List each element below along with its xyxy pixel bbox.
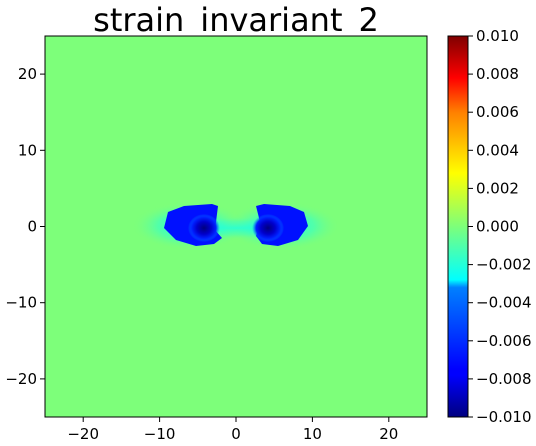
heatmap-area [45, 36, 427, 417]
colorbar-tick-label: 0.002 [476, 179, 519, 197]
colorbar-tick-label: −0.008 [476, 370, 532, 388]
colorbar-tick-label: 0.010 [476, 27, 519, 45]
lobe-right-core [252, 214, 284, 242]
chart-title: strain_invariant_2 [93, 1, 379, 39]
y-axis: 20 10 0 −10 −20 [5, 65, 45, 388]
colorbar-tick-label: 0.000 [476, 218, 519, 236]
colorbar-tick-label: −0.004 [476, 294, 532, 312]
colorbar-tick-label: 0.008 [476, 65, 519, 83]
x-tick-label: 10 [303, 425, 322, 443]
x-tick-label: −10 [144, 425, 176, 443]
y-tick-label: 0 [27, 218, 37, 236]
colorbar-tick-label: −0.006 [476, 332, 532, 350]
y-tick-label: 10 [18, 141, 37, 159]
lobe-left-core [188, 214, 220, 242]
y-tick-label: 20 [18, 65, 37, 83]
x-tick-label: −20 [67, 425, 99, 443]
colorbar-axis: 0.010 0.008 0.006 0.004 0.002 0.000 −0.002 −0.0… [468, 27, 532, 426]
colorbar-tick-label: 0.004 [476, 141, 519, 159]
x-tick-label: 20 [379, 425, 398, 443]
colorbar-tick-label: −0.002 [476, 256, 532, 274]
colorbar [447, 35, 469, 418]
colorbar-tick-label: −0.010 [476, 408, 532, 426]
y-tick-label: −10 [5, 294, 37, 312]
x-tick-label: 0 [231, 425, 241, 443]
colorbar-tick-label: 0.006 [476, 103, 519, 121]
y-tick-label: −20 [5, 370, 37, 388]
x-axis: −20 −10 0 10 20 [67, 417, 398, 443]
